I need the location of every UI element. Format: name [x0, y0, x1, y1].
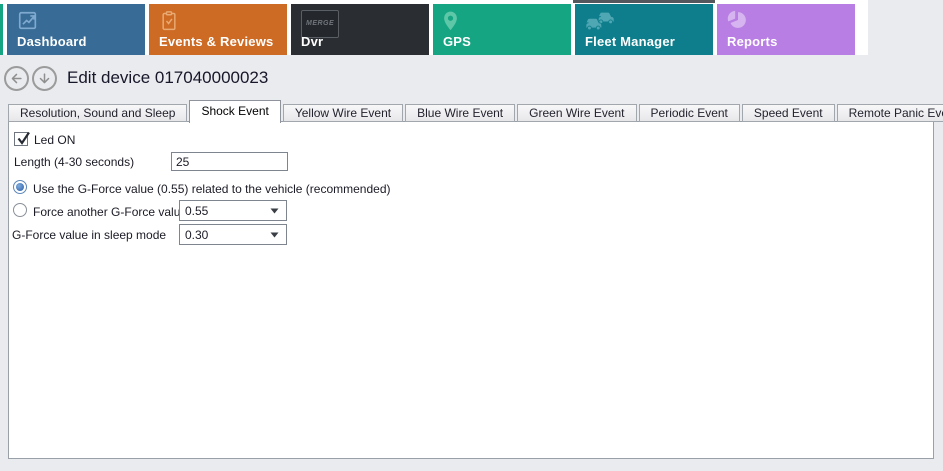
arrow-left-icon — [11, 73, 22, 83]
shock-event-panel: Led ON Length (4-30 seconds) Use the G-F… — [8, 121, 934, 459]
top-nav: Dashboard Events & Reviews MERGE Dvr GPS — [0, 0, 868, 55]
tab-blue-wire-event[interactable]: Blue Wire Event — [405, 104, 516, 122]
vehicles-icon — [585, 10, 713, 32]
gforce-sleep-label: G-Force value in sleep mode — [12, 228, 167, 242]
nav-tile-label: Fleet Manager — [585, 34, 676, 49]
arrow-down-icon — [39, 72, 50, 83]
nav-tile-label: Dvr — [301, 34, 324, 49]
length-input[interactable] — [171, 152, 288, 171]
gforce-vehicle-label: Use the G-Force value (0.55) related to … — [33, 182, 391, 196]
tab-remote-panic-event[interactable]: Remote Panic Event — [836, 104, 943, 122]
pie-chart-icon — [727, 10, 855, 32]
merge-logo: MERGE — [301, 10, 429, 38]
nav-tile-dvr[interactable]: MERGE Dvr — [291, 4, 429, 55]
tab-periodic-event[interactable]: Periodic Event — [638, 104, 740, 122]
clipboard-check-icon — [159, 10, 287, 32]
nav-tile-events-reviews[interactable]: Events & Reviews — [149, 4, 287, 55]
gforce-sleep-value: 0.30 — [185, 227, 209, 242]
gforce-vehicle-radio[interactable] — [13, 180, 27, 194]
down-button[interactable] — [32, 65, 57, 91]
map-pin-icon — [443, 10, 571, 32]
trend-chart-icon — [17, 10, 145, 32]
gforce-custom-radio[interactable] — [13, 203, 27, 217]
checkmark-icon — [17, 131, 30, 145]
nav-tile-reports[interactable]: Reports — [717, 4, 855, 55]
length-label: Length (4-30 seconds) — [14, 155, 135, 169]
chevron-down-icon — [270, 208, 279, 213]
tab-yellow-wire-event[interactable]: Yellow Wire Event — [282, 104, 404, 122]
nav-tile-fleet-manager[interactable]: Fleet Manager — [573, 0, 715, 55]
nav-tile-label: Dashboard — [17, 34, 87, 49]
nav-tile-fragment — [0, 4, 3, 55]
page-title: Edit device 017040000023 — [67, 68, 269, 87]
tab-resolution-sound-sleep[interactable]: Resolution, Sound and Sleep — [8, 104, 188, 122]
nav-tile-dashboard[interactable]: Dashboard — [7, 4, 145, 55]
gforce-sleep-dropdown[interactable]: 0.30 — [179, 224, 287, 245]
settings-tabbar: Resolution, Sound and Sleep Shock Event … — [8, 99, 943, 123]
gforce-custom-value: 0.55 — [185, 203, 209, 218]
led-on-label: Led ON — [34, 133, 76, 147]
chevron-down-icon — [270, 232, 279, 237]
nav-tile-label: Reports — [727, 34, 778, 49]
tab-speed-event[interactable]: Speed Event — [741, 104, 835, 122]
tab-green-wire-event[interactable]: Green Wire Event — [517, 104, 637, 122]
gforce-custom-label: Force another G-Force value — [33, 205, 188, 219]
led-on-checkbox[interactable] — [14, 131, 30, 146]
nav-tile-label: GPS — [443, 34, 472, 49]
gforce-custom-dropdown[interactable]: 0.55 — [179, 200, 287, 221]
nav-tile-gps[interactable]: GPS — [433, 4, 571, 55]
back-button[interactable] — [4, 65, 29, 91]
nav-tile-label: Events & Reviews — [159, 34, 274, 49]
header-bar: Edit device 017040000023 — [0, 55, 943, 101]
tab-shock-event[interactable]: Shock Event — [189, 100, 281, 123]
merge-logo-text: MERGE — [301, 10, 340, 38]
